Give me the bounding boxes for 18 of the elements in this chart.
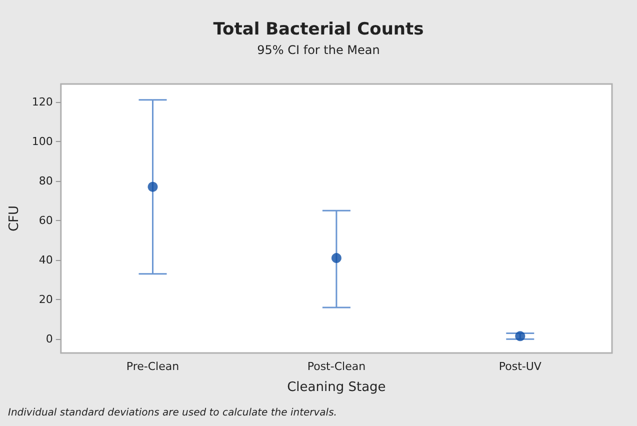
y-tick-label: 20 <box>38 293 53 306</box>
y-axis-title: CFU <box>7 205 22 232</box>
y-tick-label: 80 <box>38 174 53 188</box>
point <box>515 331 526 342</box>
x-tick-label: Post-Clean <box>307 360 366 373</box>
y-tick-label: 40 <box>38 254 53 267</box>
x-tick-label: Pre-Clean <box>126 360 180 373</box>
chart-title: Total Bacterial Counts <box>213 20 424 40</box>
y-tick-label: 60 <box>38 214 53 227</box>
point <box>148 182 158 192</box>
y-tick-label: 0 <box>46 332 53 346</box>
point <box>331 253 342 264</box>
y-tick-label: 120 <box>32 95 53 108</box>
text: Individual standard deviations are used to calculate the intervals. <box>8 408 337 418</box>
x-axis-title: Cleaning Stage <box>287 380 386 395</box>
x-tick-label: Post-UV <box>498 360 542 373</box>
y-tick-label: 100 <box>32 134 53 148</box>
chart-subtitle: 95% CI for the Mean <box>257 43 380 57</box>
